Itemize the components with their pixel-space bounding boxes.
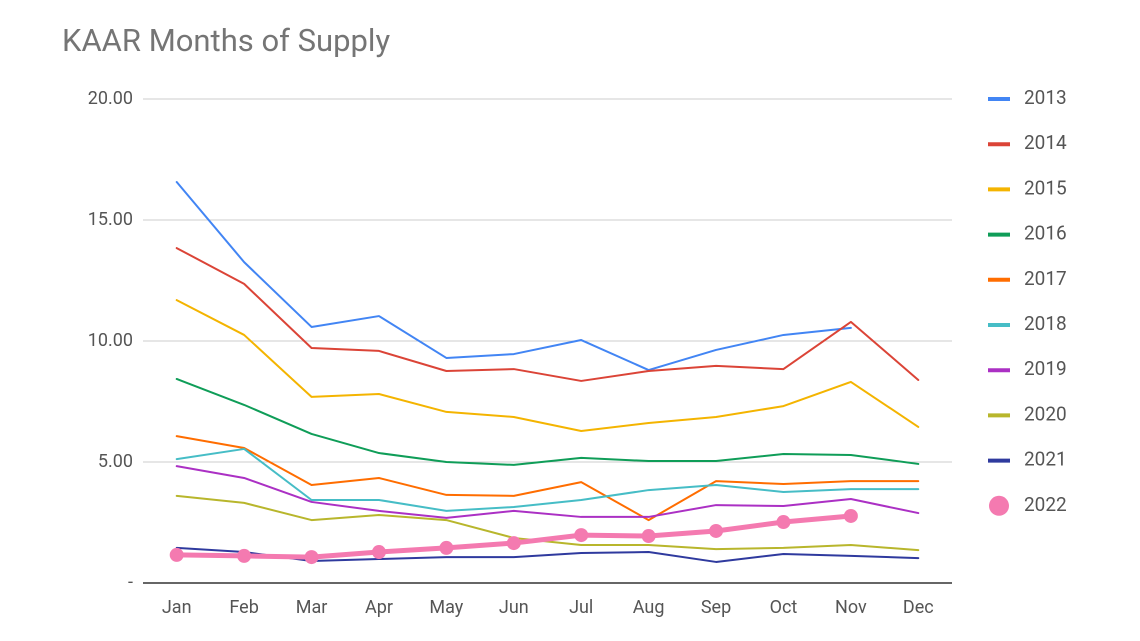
legend-label: 2013 (1024, 86, 1067, 109)
series-line (175, 247, 920, 382)
series-line (175, 546, 920, 563)
x-tick-label: Apr (365, 597, 393, 618)
y-tick-label: 15.00 (88, 209, 133, 230)
x-tick-label: May (429, 597, 463, 618)
x-tick-label: Sep (701, 597, 731, 618)
legend-label: 2021 (1024, 448, 1067, 471)
legend-label: 2016 (1024, 222, 1067, 245)
series-line (175, 377, 920, 466)
series-line (175, 447, 920, 512)
legend-swatch (989, 495, 1009, 516)
data-point (439, 540, 454, 555)
data-point (304, 550, 319, 565)
x-tick-label: Dec (903, 597, 934, 618)
data-point (641, 529, 656, 544)
data-point (237, 548, 252, 563)
legend-label: 2014 (1024, 131, 1067, 154)
legend-label: 2015 (1024, 176, 1067, 199)
data-point (574, 528, 589, 543)
y-tick-label: - (128, 572, 133, 593)
data-point (843, 508, 858, 523)
x-tick-label: Nov (835, 597, 867, 618)
data-point (169, 547, 184, 562)
legend-label: 2020 (1024, 402, 1067, 425)
data-point (506, 536, 521, 551)
series-line (175, 465, 920, 519)
y-tick-label: 20.00 (88, 88, 133, 109)
data-point (776, 515, 791, 530)
x-tick-label: Aug (633, 597, 665, 618)
x-tick-label: Feb (229, 597, 258, 618)
legend-label: 2018 (1024, 312, 1067, 335)
series-line (175, 181, 852, 372)
chart-title: KAAR Months of Supply (62, 22, 390, 59)
series-line (175, 435, 920, 522)
series-line (175, 299, 920, 433)
x-tick-label: Oct (770, 597, 798, 618)
legend-label: 2022 (1024, 493, 1067, 516)
y-tick-label: 5.00 (98, 451, 133, 472)
x-tick-label: Jun (499, 597, 529, 618)
legend-label: 2019 (1024, 357, 1067, 380)
legend-label: 2017 (1024, 267, 1067, 290)
data-point (371, 545, 386, 560)
x-tick-label: Jul (569, 597, 593, 618)
y-tick-label: 10.00 (88, 330, 133, 351)
x-tick-label: Jan (162, 597, 192, 618)
x-tick-label: Mar (296, 597, 328, 618)
data-point (709, 523, 724, 538)
